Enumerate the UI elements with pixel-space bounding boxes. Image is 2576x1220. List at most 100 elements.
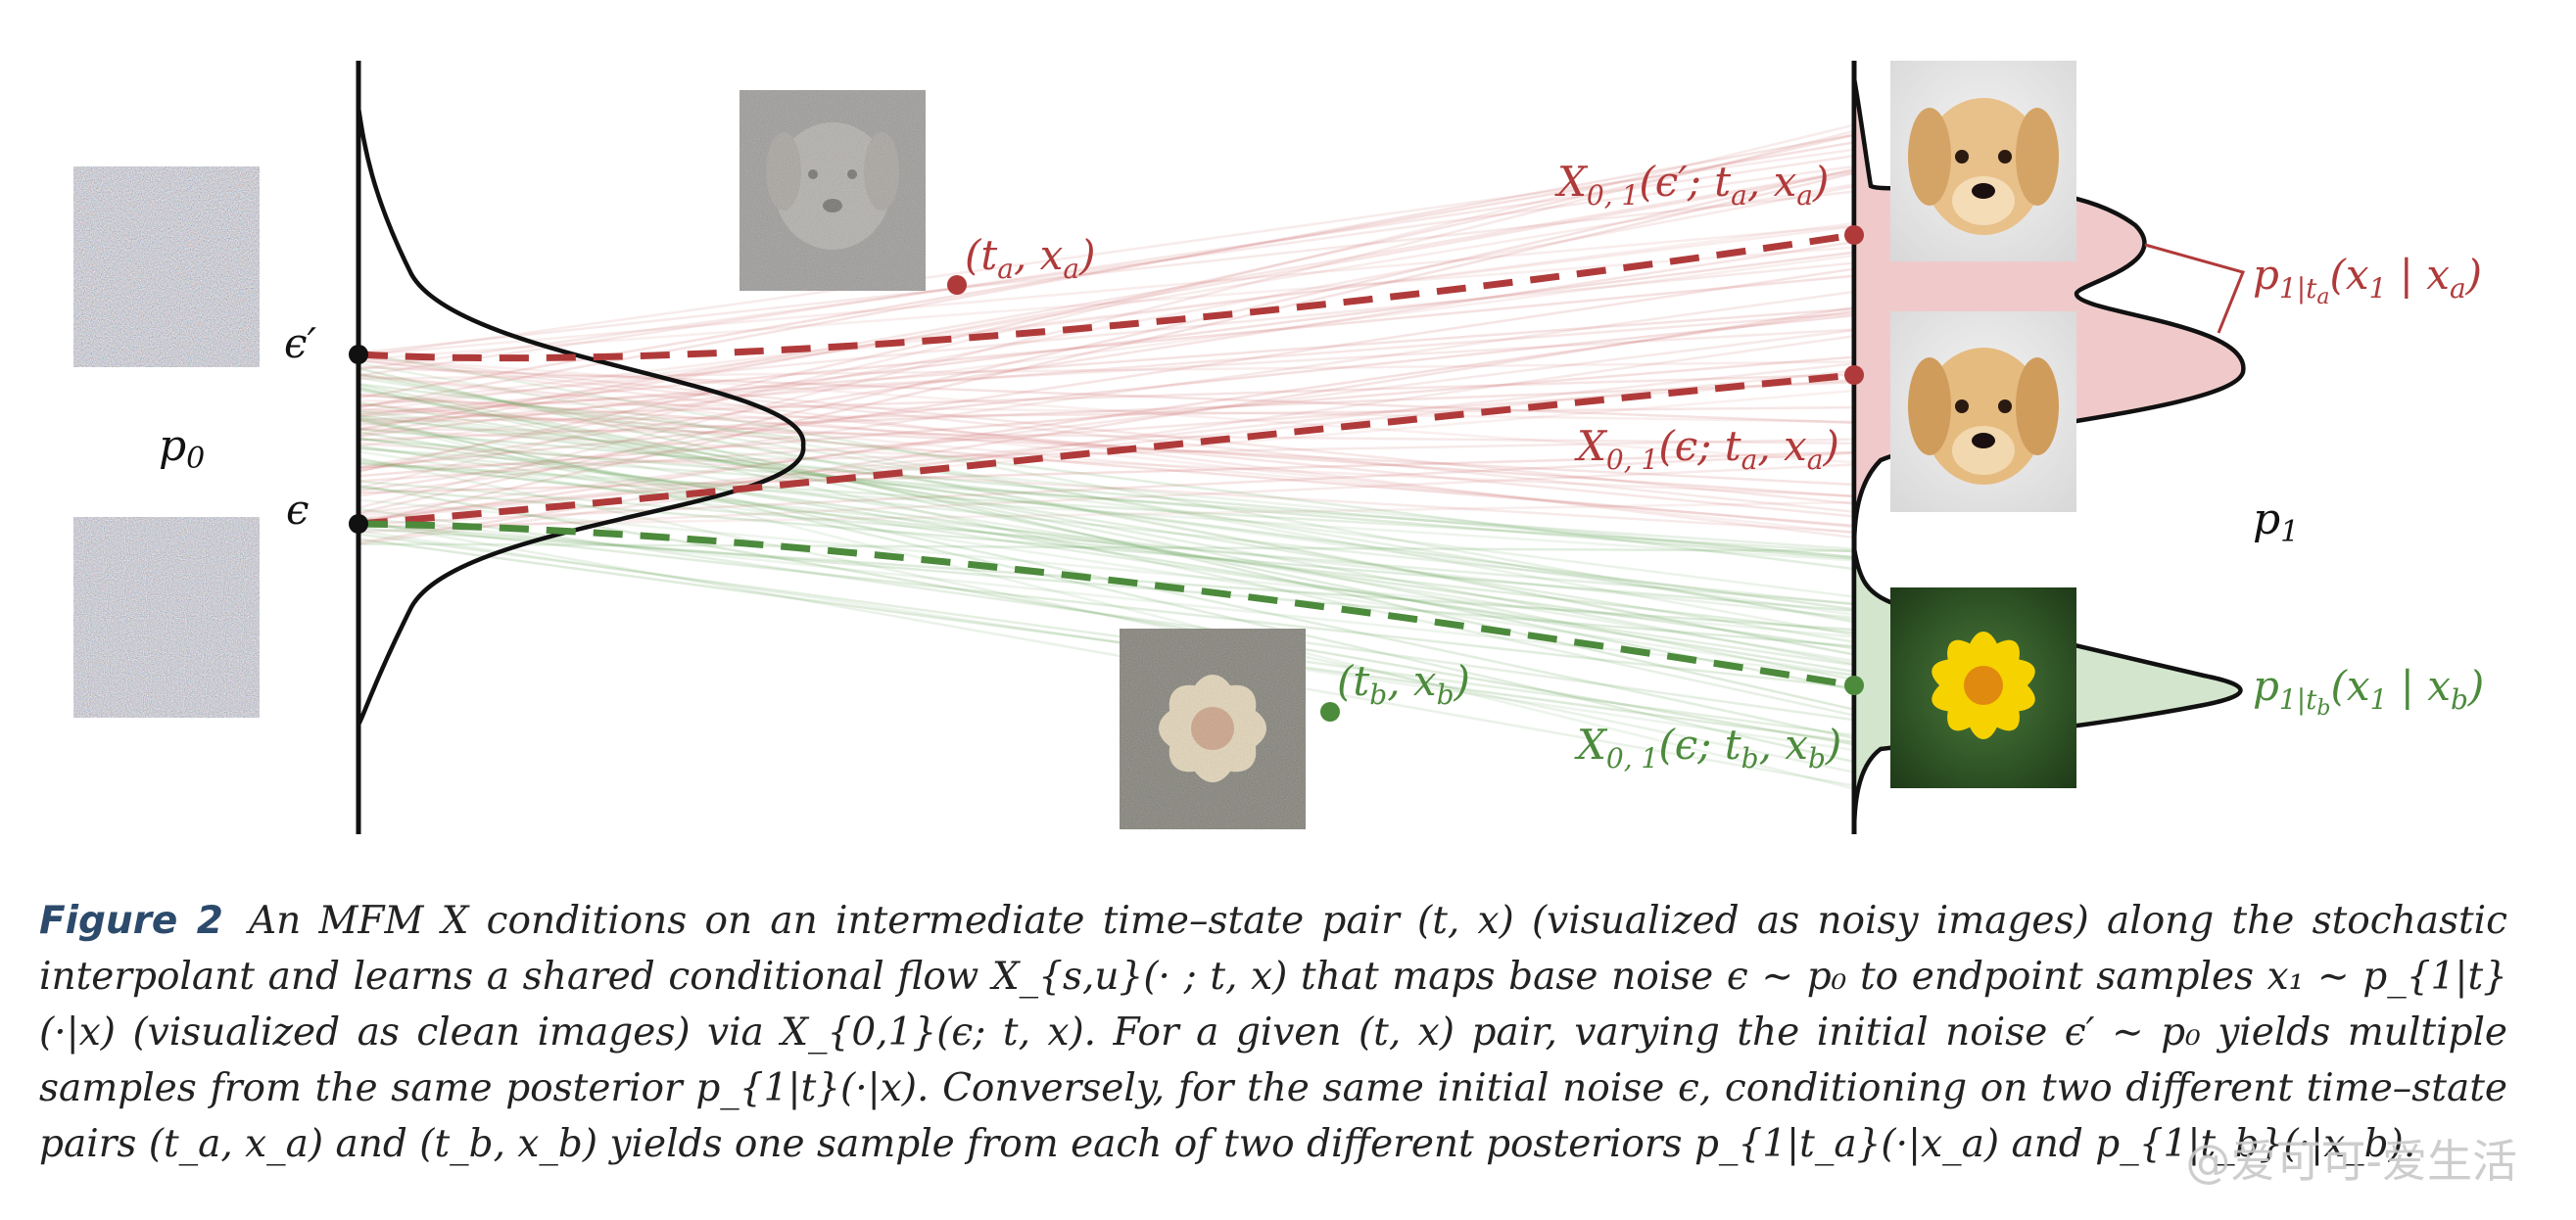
- flow-line: [358, 251, 1855, 438]
- flow-line: [358, 381, 1855, 442]
- flow-line: [358, 520, 1855, 787]
- tb-xb-point: [1320, 702, 1340, 722]
- flow-line: [358, 521, 1855, 689]
- flow-line: [358, 307, 1855, 418]
- flow-line: [358, 133, 1855, 474]
- flow-line: [358, 438, 1855, 469]
- flow-line: [358, 456, 1855, 774]
- flow-line: [358, 389, 1855, 666]
- mfm-diagram: p0 p1 ϵ′ ϵ (ta, xa) (tb, xb) X0, 1(ϵ′; t…: [73, 61, 2484, 835]
- flow-line: [358, 376, 1855, 622]
- flow-line: [358, 400, 1855, 643]
- flow-line: [358, 351, 1855, 624]
- flow-line: [358, 389, 1855, 517]
- flow-line: [358, 399, 1855, 423]
- flow-line: [358, 328, 1855, 515]
- flow-line: [358, 382, 1855, 571]
- flow-line: [358, 372, 1855, 656]
- p0-label: p0: [159, 421, 205, 476]
- flow-line: [358, 538, 1855, 744]
- flow-line: [358, 428, 1855, 497]
- flow-line: [358, 378, 1855, 483]
- tb-xb-label: (tb, xb): [1337, 657, 1470, 711]
- flow-line: [358, 360, 1855, 381]
- flow-line: [358, 309, 1855, 524]
- endpoint-upper: [1844, 225, 1864, 245]
- flow-line: [358, 407, 1855, 487]
- posterior-b-label: p1|tb(x1 | xb): [2253, 662, 2484, 721]
- noise-image-top: [73, 166, 260, 367]
- flow-line: [358, 167, 1855, 515]
- flow-line: [358, 405, 1855, 423]
- endpoint-lower: [1844, 676, 1864, 695]
- flow-line: [358, 355, 1855, 505]
- noisy-flower-image: [1120, 629, 1306, 829]
- flow-line: [358, 246, 1855, 361]
- flow-line: [358, 224, 1855, 357]
- flow-line: [358, 416, 1855, 559]
- trajectory-eps-a: [358, 371, 1855, 528]
- flow-line: [358, 311, 1855, 427]
- flow-line: [358, 171, 1855, 526]
- flow-line: [358, 393, 1855, 529]
- flow-line: [358, 361, 1855, 636]
- flow-line: [358, 386, 1855, 691]
- flow-line: [358, 387, 1855, 717]
- p0-density-curve: [356, 107, 806, 727]
- flow-line: [358, 445, 1855, 667]
- flow-line: [358, 183, 1855, 431]
- flow-line: [358, 362, 1855, 521]
- flow-line: [358, 358, 1855, 540]
- flow-line: [358, 240, 1855, 472]
- flow-line: [358, 170, 1855, 437]
- flow-line: [358, 410, 1855, 616]
- flow-line: [358, 446, 1855, 606]
- dog-image-middle: [1890, 311, 2076, 512]
- flow-line: [358, 430, 1855, 674]
- flow-line: [358, 355, 1855, 478]
- flow-line: [358, 437, 1855, 650]
- flow-line: [358, 221, 1855, 413]
- caption-text: An MFM X conditions on an intermediate t…: [39, 899, 2507, 1166]
- flow-line: [358, 507, 1855, 722]
- flow-line: [358, 460, 1855, 620]
- flow-line: [358, 383, 1855, 681]
- trajectory-eps-prime-a: [358, 231, 1855, 362]
- x-lower-label: X0, 1(ϵ; tb, xb): [1574, 721, 1841, 774]
- flow-line: [358, 427, 1855, 559]
- flow-line: [358, 450, 1855, 494]
- flow-line: [358, 374, 1855, 535]
- flow-line: [358, 148, 1855, 357]
- flow-line: [358, 373, 1855, 421]
- p1-label: p1: [2253, 494, 2299, 549]
- flow-line: [358, 290, 1855, 497]
- flow-line: [358, 522, 1855, 648]
- flow-line: [358, 254, 1855, 447]
- posterior-a-bracket: [2144, 243, 2246, 334]
- flow-line: [358, 129, 1855, 509]
- flow-line: [358, 185, 1855, 470]
- trajectory-eps-b: [358, 520, 1855, 689]
- noisy-dog-image: [739, 90, 926, 291]
- eps-prime-label: ϵ′: [284, 319, 317, 367]
- flow-line: [358, 373, 1855, 518]
- flow-line: [358, 438, 1855, 561]
- flow-line: [358, 328, 1855, 415]
- flow-line: [358, 313, 1855, 470]
- flow-line: [358, 154, 1855, 377]
- flow-line: [358, 462, 1855, 562]
- flow-line: [358, 458, 1855, 634]
- x-middle-label: X0, 1(ϵ; ta, xa): [1574, 422, 1839, 476]
- eps-prime-point: [349, 345, 368, 364]
- eps-point: [349, 514, 368, 534]
- flow-line: [358, 527, 1855, 632]
- dog-image-top: [1890, 61, 2076, 261]
- flow-line: [358, 261, 1855, 408]
- flow-line: [358, 413, 1855, 611]
- flow-line: [358, 451, 1855, 526]
- flow-line: [358, 190, 1855, 354]
- flow-line: [358, 394, 1855, 498]
- flow-line: [358, 334, 1855, 546]
- flow-line: [358, 486, 1855, 613]
- posterior-a-label: p1|ta(x1 | xa): [2253, 251, 2482, 309]
